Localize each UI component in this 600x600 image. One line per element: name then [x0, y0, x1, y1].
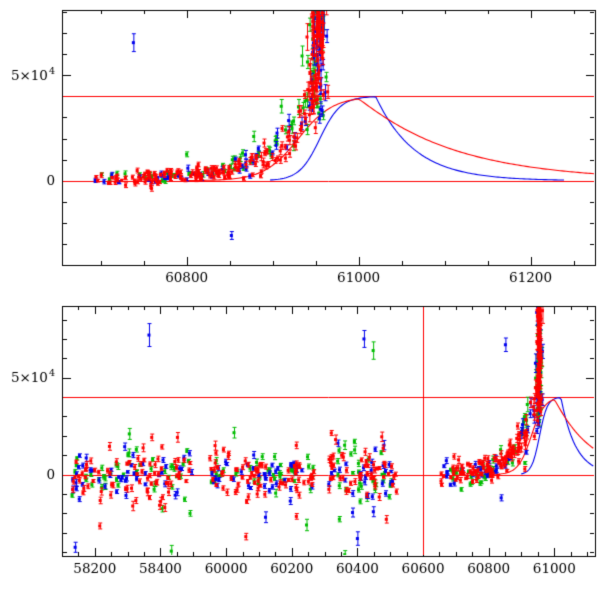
light-curve-figure — [0, 0, 600, 600]
light-curves-canvas — [0, 0, 600, 600]
